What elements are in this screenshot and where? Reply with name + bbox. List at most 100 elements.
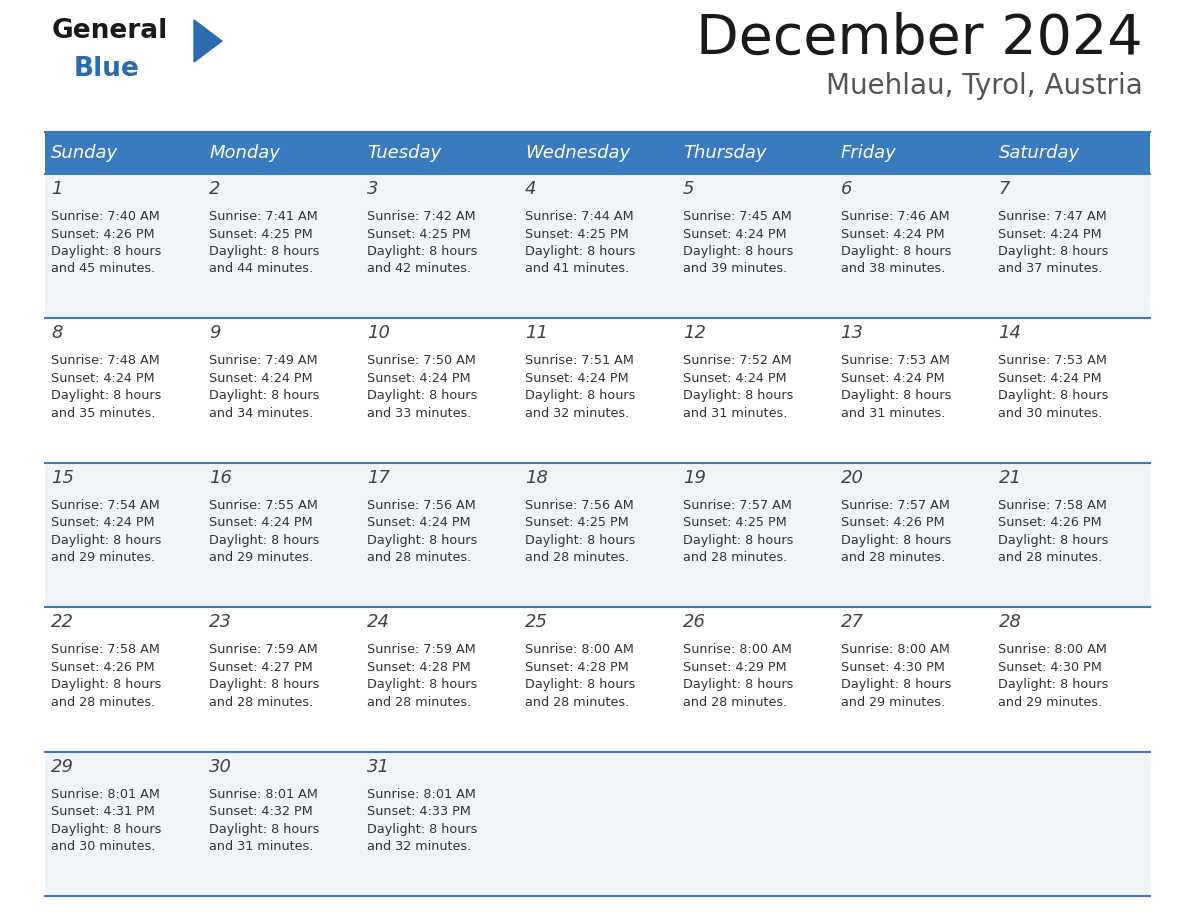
Text: Tuesday: Tuesday [367,144,441,162]
Text: Sunset: 4:32 PM: Sunset: 4:32 PM [209,805,312,818]
Text: Sunrise: 8:00 AM: Sunrise: 8:00 AM [683,644,791,656]
Text: Sunrise: 7:46 AM: Sunrise: 7:46 AM [841,210,949,223]
Text: and 32 minutes.: and 32 minutes. [367,840,472,853]
Text: and 29 minutes.: and 29 minutes. [209,552,314,565]
Text: 4: 4 [525,180,537,198]
Text: and 28 minutes.: and 28 minutes. [525,552,630,565]
Text: and 28 minutes.: and 28 minutes. [525,696,630,709]
Text: Sunset: 4:25 PM: Sunset: 4:25 PM [525,228,628,241]
Text: Sunset: 4:24 PM: Sunset: 4:24 PM [683,228,786,241]
Text: Sunrise: 7:40 AM: Sunrise: 7:40 AM [51,210,160,223]
Text: and 31 minutes.: and 31 minutes. [209,840,314,853]
Text: Daylight: 8 hours: Daylight: 8 hours [525,389,636,402]
Text: Sunrise: 8:01 AM: Sunrise: 8:01 AM [367,788,476,800]
Text: Daylight: 8 hours: Daylight: 8 hours [209,533,320,547]
Text: Sunset: 4:26 PM: Sunset: 4:26 PM [841,516,944,530]
Text: Daylight: 8 hours: Daylight: 8 hours [841,389,950,402]
Text: Sunrise: 7:59 AM: Sunrise: 7:59 AM [209,644,318,656]
Text: 20: 20 [841,469,864,487]
Text: Sunrise: 7:52 AM: Sunrise: 7:52 AM [683,354,791,367]
Text: Daylight: 8 hours: Daylight: 8 hours [51,823,162,835]
Text: Sunrise: 7:41 AM: Sunrise: 7:41 AM [209,210,318,223]
Bar [45,607,1150,752]
Text: and 42 minutes.: and 42 minutes. [367,263,472,275]
Text: Sunrise: 7:58 AM: Sunrise: 7:58 AM [998,498,1107,512]
Text: Sunrise: 7:55 AM: Sunrise: 7:55 AM [209,498,318,512]
Text: Sunrise: 7:57 AM: Sunrise: 7:57 AM [841,498,949,512]
Text: Sunset: 4:24 PM: Sunset: 4:24 PM [998,228,1102,241]
Text: and 32 minutes.: and 32 minutes. [525,407,630,420]
Text: Daylight: 8 hours: Daylight: 8 hours [209,823,320,835]
Text: Sunset: 4:25 PM: Sunset: 4:25 PM [209,228,312,241]
Bar [45,132,1150,174]
Text: December 2024: December 2024 [696,12,1143,66]
Text: Sunset: 4:24 PM: Sunset: 4:24 PM [841,228,944,241]
Text: and 28 minutes.: and 28 minutes. [51,696,156,709]
Text: Sunset: 4:24 PM: Sunset: 4:24 PM [51,372,154,385]
Text: Sunset: 4:28 PM: Sunset: 4:28 PM [367,661,470,674]
Text: Blue: Blue [74,56,140,82]
Text: 1: 1 [51,180,63,198]
Text: Daylight: 8 hours: Daylight: 8 hours [51,245,162,258]
Text: Sunset: 4:33 PM: Sunset: 4:33 PM [367,805,470,818]
Text: 21: 21 [998,469,1022,487]
Text: and 28 minutes.: and 28 minutes. [841,552,944,565]
Text: Muehlau, Tyrol, Austria: Muehlau, Tyrol, Austria [826,72,1143,100]
Text: Daylight: 8 hours: Daylight: 8 hours [51,533,162,547]
Text: and 30 minutes.: and 30 minutes. [998,407,1102,420]
Text: Sunrise: 7:58 AM: Sunrise: 7:58 AM [51,644,160,656]
Text: Sunrise: 7:53 AM: Sunrise: 7:53 AM [841,354,949,367]
Text: and 31 minutes.: and 31 minutes. [841,407,944,420]
Text: 24: 24 [367,613,390,632]
Text: Sunrise: 7:59 AM: Sunrise: 7:59 AM [367,644,475,656]
Text: Daylight: 8 hours: Daylight: 8 hours [51,678,162,691]
Text: Daylight: 8 hours: Daylight: 8 hours [525,245,636,258]
Text: Daylight: 8 hours: Daylight: 8 hours [209,678,320,691]
Text: Sunrise: 8:00 AM: Sunrise: 8:00 AM [525,644,633,656]
Text: Saturday: Saturday [998,144,1080,162]
Text: Daylight: 8 hours: Daylight: 8 hours [841,245,950,258]
Text: 13: 13 [841,324,864,342]
Text: and 28 minutes.: and 28 minutes. [367,696,472,709]
Text: Daylight: 8 hours: Daylight: 8 hours [683,245,794,258]
Text: Friday: Friday [841,144,897,162]
Text: 9: 9 [209,324,221,342]
Text: Sunrise: 7:45 AM: Sunrise: 7:45 AM [683,210,791,223]
Text: and 28 minutes.: and 28 minutes. [683,552,786,565]
Text: Daylight: 8 hours: Daylight: 8 hours [841,678,950,691]
Text: Sunrise: 7:47 AM: Sunrise: 7:47 AM [998,210,1107,223]
Text: and 28 minutes.: and 28 minutes. [367,552,472,565]
Text: Sunrise: 7:50 AM: Sunrise: 7:50 AM [367,354,476,367]
Text: and 45 minutes.: and 45 minutes. [51,263,156,275]
Text: Daylight: 8 hours: Daylight: 8 hours [683,533,794,547]
Bar [45,752,1150,896]
Text: Daylight: 8 hours: Daylight: 8 hours [367,823,478,835]
Text: Sunrise: 7:57 AM: Sunrise: 7:57 AM [683,498,791,512]
Text: Daylight: 8 hours: Daylight: 8 hours [998,389,1108,402]
Text: Sunset: 4:25 PM: Sunset: 4:25 PM [367,228,470,241]
Text: Sunrise: 7:56 AM: Sunrise: 7:56 AM [525,498,633,512]
Text: Sunrise: 8:00 AM: Sunrise: 8:00 AM [998,644,1107,656]
Text: Sunset: 4:30 PM: Sunset: 4:30 PM [841,661,944,674]
Text: Sunset: 4:31 PM: Sunset: 4:31 PM [51,805,156,818]
Text: Sunset: 4:24 PM: Sunset: 4:24 PM [209,372,312,385]
Text: Sunset: 4:24 PM: Sunset: 4:24 PM [209,516,312,530]
Text: Wednesday: Wednesday [525,144,630,162]
Text: Sunrise: 7:42 AM: Sunrise: 7:42 AM [367,210,475,223]
Text: 15: 15 [51,469,75,487]
Text: and 34 minutes.: and 34 minutes. [209,407,314,420]
Text: 23: 23 [209,613,232,632]
Text: 6: 6 [841,180,852,198]
Text: 19: 19 [683,469,706,487]
Text: Sunset: 4:29 PM: Sunset: 4:29 PM [683,661,786,674]
Text: Daylight: 8 hours: Daylight: 8 hours [367,678,478,691]
Text: 7: 7 [998,180,1010,198]
Text: Sunrise: 7:56 AM: Sunrise: 7:56 AM [367,498,475,512]
Text: Monday: Monday [209,144,280,162]
Text: and 38 minutes.: and 38 minutes. [841,263,944,275]
Text: and 41 minutes.: and 41 minutes. [525,263,630,275]
Text: 3: 3 [367,180,379,198]
Text: 11: 11 [525,324,548,342]
Text: and 28 minutes.: and 28 minutes. [683,696,786,709]
Text: and 39 minutes.: and 39 minutes. [683,263,786,275]
